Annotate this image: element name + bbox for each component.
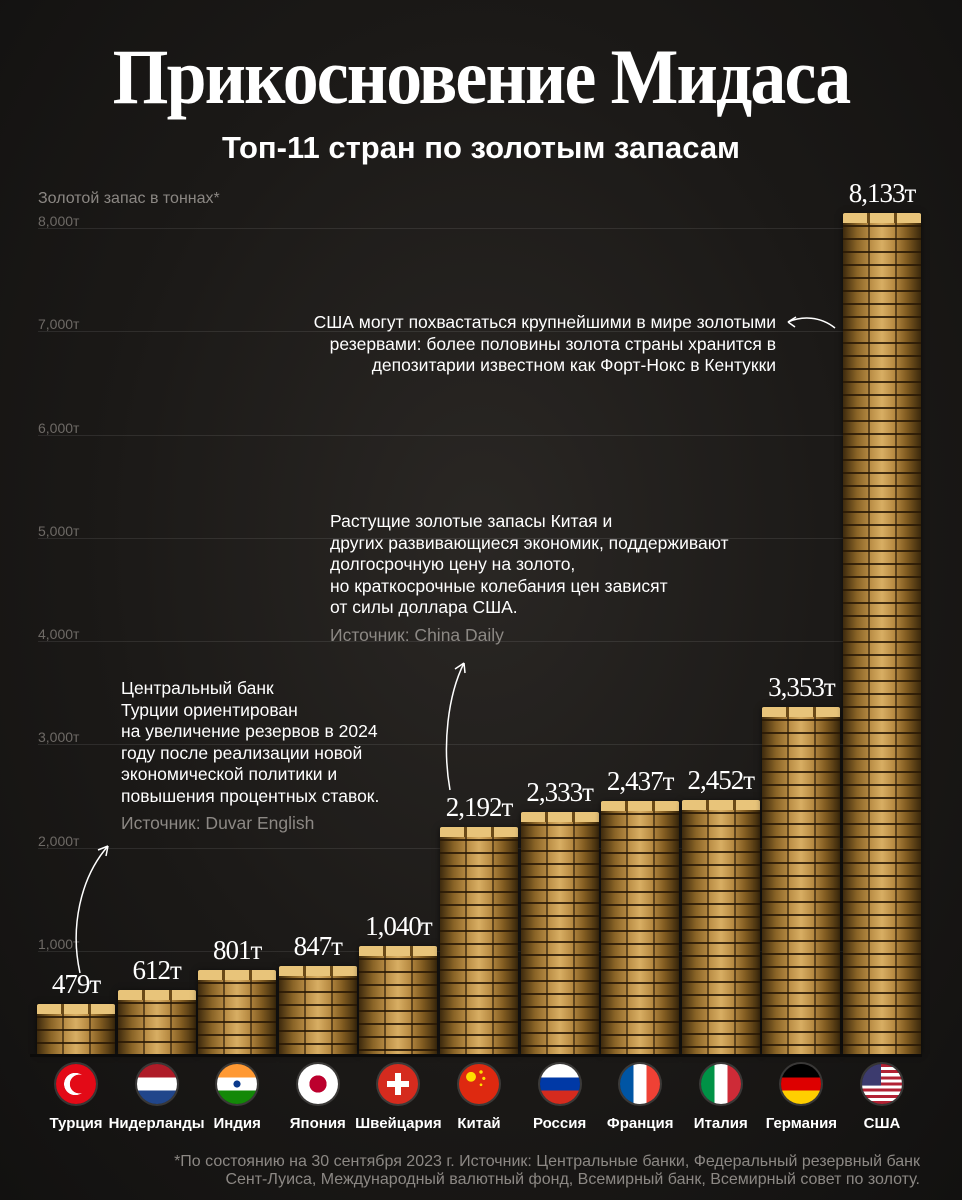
footnote: *По состоянию на 30 сентября 2023 г. Ист… (40, 1153, 920, 1189)
value-label: 479т (51, 968, 101, 999)
switzerland-flag-icon (378, 1064, 419, 1104)
gridline (38, 641, 918, 642)
bar-china (440, 827, 518, 1054)
france-flag-icon (620, 1064, 661, 1104)
y-axis-label: Золотой запас в тоннах* (38, 190, 220, 207)
value-label: 3,353т (768, 671, 836, 702)
usa-annotation: США могут похвастаться крупнейшими в мир… (313, 312, 776, 375)
y-tick-label: 7,000т (38, 316, 80, 333)
bar-top-highlight (278, 965, 357, 976)
bar-india (198, 971, 277, 1054)
bar-top-highlight (117, 989, 196, 1000)
gridline (38, 744, 918, 746)
china-annotation-line: от силы доллара США. (330, 597, 518, 617)
turkey-annotation-line: году после реализации новой (121, 742, 363, 763)
category-label: Италия (693, 1115, 748, 1132)
category-label: США (863, 1115, 901, 1132)
turkey-annotation-arrow (75, 845, 109, 974)
bar-top-highlight (520, 812, 599, 823)
germany-flag-icon (781, 1064, 822, 1104)
gridline (38, 331, 918, 333)
category-label: Нидерланды (108, 1115, 205, 1132)
page-title: Прикосновение Мидаса (112, 33, 852, 120)
category-label: Китай (457, 1115, 501, 1132)
china-annotation: Растущие золотые запасы Китая и других р… (330, 511, 790, 646)
gridline (38, 228, 918, 229)
category-label: Германия (765, 1115, 838, 1132)
y-tick-label: 6,000т (38, 419, 80, 436)
page-subtitle: Топ-11 стран по золотым запасам (221, 130, 740, 165)
value-label: 612т (132, 954, 181, 985)
bar-france (601, 802, 680, 1054)
turkey-annotation-line: Турции ориентирован (121, 699, 298, 720)
bar-italy (681, 800, 760, 1054)
bar-japan (278, 966, 357, 1054)
bar-switzerland (359, 946, 438, 1054)
bar-top-highlight (37, 1003, 115, 1014)
value-label: 2,452т (687, 764, 756, 795)
value-label: 2,333т (526, 777, 594, 808)
category-label: Турция (49, 1115, 103, 1132)
y-tick-label: 8,000т (38, 213, 80, 229)
bar-top-highlight (843, 213, 921, 224)
y-tick-label: 5,000т (38, 522, 80, 539)
turkey-annotation-line: Центральный банк (121, 678, 274, 698)
china-annotation-line: долгосрочную цену на золото, (330, 554, 576, 574)
usa-flag-icon (862, 1064, 902, 1104)
category-label: Россия (532, 1115, 587, 1132)
category-label: Япония (289, 1115, 346, 1132)
y-tick-label: 1,000т (38, 935, 80, 952)
bar-top-highlight (440, 826, 518, 837)
value-label: 2,437т (606, 766, 675, 797)
bar-top-highlight (681, 799, 760, 810)
turkey-annotation: Центральный банк Турции ориентирован на … (121, 678, 441, 835)
china-annotation-line: Растущие золотые запасы Китая и (330, 511, 613, 531)
bar-top-highlight (762, 706, 841, 717)
value-label: 2,192т (445, 791, 514, 822)
bar-usa (843, 214, 921, 1054)
usa-annotation-arrow (787, 316, 836, 329)
y-tick-label: 4,000т (38, 626, 80, 642)
value-label: 801т (213, 935, 262, 966)
turkey-annotation-line: на увеличение резервов в 2024 (121, 721, 378, 741)
value-label: 8,133т (848, 178, 917, 209)
china-annotation-line: других развивающиеся экономик, поддержив… (330, 532, 729, 553)
turkey-flag-icon (56, 1064, 96, 1104)
footnote-line: *По состоянию на 30 сентября 2023 г. Ист… (174, 1153, 920, 1170)
india-flag-icon (217, 1064, 258, 1104)
bar-top-highlight (198, 970, 277, 981)
chart-baseline (30, 1054, 922, 1057)
china-annotation-arrow (445, 662, 466, 791)
value-label: 847т (293, 930, 343, 961)
turkey-annotation-line: экономической политики и (121, 764, 338, 784)
category-label: Франция (606, 1115, 674, 1132)
russia-flag-icon (539, 1064, 580, 1104)
value-label: 1,040т (365, 910, 433, 941)
bar-russia (520, 813, 599, 1054)
bar-netherlands (117, 990, 196, 1054)
y-tick-label: 2,000т (38, 832, 80, 849)
category-label: Индия (213, 1115, 261, 1132)
gridline (38, 434, 918, 436)
china-annotation-source: Источник: China Daily (330, 624, 504, 645)
china-annotation-line: но краткосрочные колебания цен зависят (330, 575, 668, 596)
china-flag-icon (459, 1064, 499, 1104)
y-tick-label: 3,000т (38, 729, 80, 746)
turkey-annotation-source: Источник: Duvar English (121, 813, 315, 833)
footnote-line: Сент-Луиса, Международный валютный фонд,… (225, 1171, 920, 1188)
italy-flag-icon (700, 1064, 741, 1104)
category-label: Швейцария (355, 1115, 442, 1132)
turkey-annotation-line: повышения процентных ставок. (121, 785, 380, 806)
bar-top-highlight (359, 945, 438, 956)
bar-germany (762, 707, 841, 1054)
netherlands-flag-icon (136, 1064, 177, 1104)
japan-flag-icon (297, 1064, 338, 1104)
bar-top-highlight (601, 801, 680, 812)
gridline (38, 537, 918, 539)
